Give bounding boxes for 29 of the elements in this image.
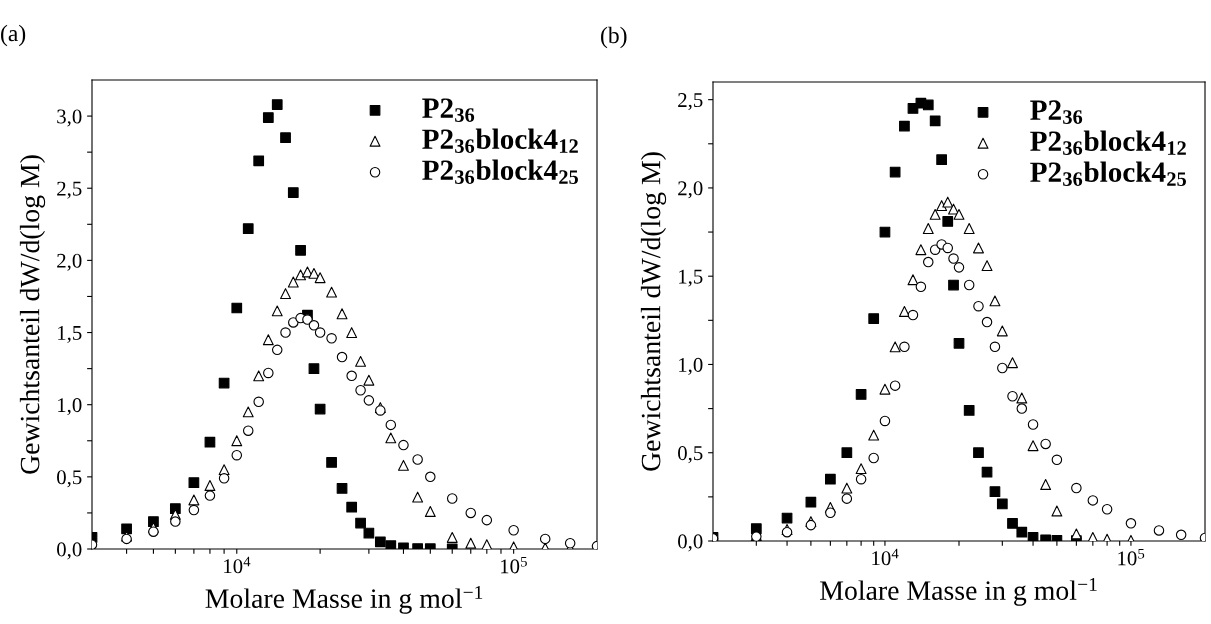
legend-label: P2$_{36}$block4$_{25}$ [1030, 161, 1186, 186]
legend-label: P2$_{36}$ [422, 98, 475, 122]
x-axis-title: Molare Masse in g mol$^{−1}$ [820, 577, 1097, 606]
y-axis-title: Gewichtsanteil dW/d(log M) [640, 152, 667, 471]
legend-label: P2$_{36}$ [1030, 100, 1083, 124]
y-tick-label: 1,5 [58, 326, 82, 343]
chart-title: (b) [601, 26, 627, 49]
y-tick-label: 2,5 [678, 93, 703, 111]
x-tick-label: 10$^{4}$ [872, 548, 899, 566]
y-tick-label: 3,0 [57, 109, 82, 127]
y-tick-label: 2,0 [678, 181, 703, 199]
y-tick-label: 0,5 [678, 446, 703, 464]
legend-label: P2$_{36}$block4$_{12}$ [422, 128, 578, 153]
y-tick-label: 1,0 [58, 398, 82, 416]
x-tick-label: 10$^{5}$ [501, 556, 527, 574]
y-tick-label: 2,5 [57, 181, 82, 199]
y-tick-label: 1,5 [679, 269, 703, 287]
y-tick-label: 2,0 [57, 253, 82, 271]
x-tick-label: 10$^{4}$ [224, 556, 251, 574]
y-tick-label: 0,5 [57, 470, 82, 488]
x-axis-title: Molare Masse in g mol$^{−1}$ [205, 585, 483, 614]
y-tick-label: 1,0 [679, 357, 703, 375]
chart-title: (a) [1, 24, 26, 47]
y-tick-label: 0,0 [678, 534, 703, 552]
legend-label: P2$_{36}$block4$_{25}$ [422, 159, 578, 184]
y-axis-title: Gewichtsanteil dW/d(log M) [19, 155, 46, 474]
legend-label: P2$_{36}$block4$_{12}$ [1030, 130, 1186, 155]
x-tick-label: 10$^{5}$ [1118, 548, 1145, 566]
y-tick-label: 0,0 [57, 542, 82, 560]
